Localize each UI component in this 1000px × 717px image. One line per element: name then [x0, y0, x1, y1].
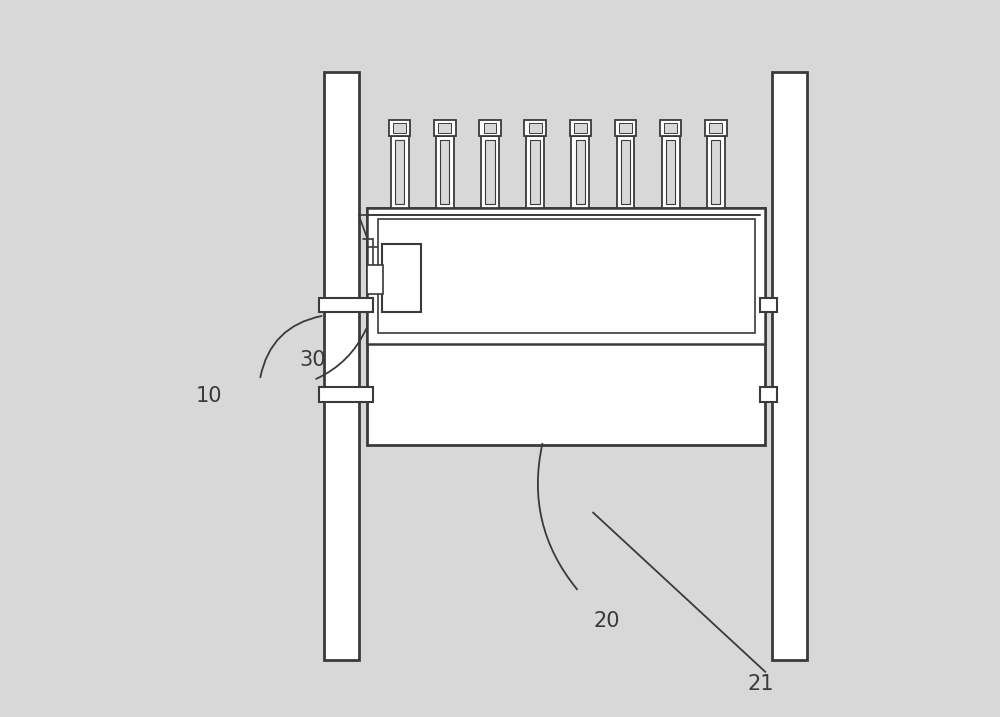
- Bar: [617, 136, 634, 208]
- Bar: [440, 140, 449, 204]
- Bar: [662, 136, 680, 208]
- Bar: [707, 136, 725, 208]
- Text: 10: 10: [195, 386, 222, 406]
- Bar: [660, 120, 681, 136]
- Bar: [705, 120, 727, 136]
- Bar: [367, 208, 765, 445]
- Bar: [319, 387, 373, 402]
- Bar: [664, 123, 677, 133]
- Bar: [481, 136, 499, 208]
- Bar: [709, 123, 722, 133]
- Bar: [324, 72, 359, 660]
- Bar: [378, 219, 755, 333]
- Bar: [576, 140, 585, 204]
- Bar: [524, 120, 546, 136]
- Bar: [367, 208, 765, 344]
- Bar: [434, 120, 456, 136]
- Bar: [772, 72, 807, 660]
- Bar: [438, 123, 451, 133]
- Bar: [570, 120, 591, 136]
- Bar: [393, 123, 406, 133]
- Bar: [526, 136, 544, 208]
- Bar: [485, 140, 495, 204]
- Bar: [615, 120, 636, 136]
- Text: 20: 20: [593, 612, 620, 632]
- Bar: [529, 123, 542, 133]
- Bar: [484, 123, 496, 133]
- Bar: [666, 140, 675, 204]
- Bar: [760, 298, 777, 312]
- Bar: [479, 120, 501, 136]
- Bar: [571, 136, 589, 208]
- Bar: [530, 140, 540, 204]
- Text: 21: 21: [747, 674, 774, 694]
- Bar: [436, 136, 454, 208]
- Bar: [319, 298, 373, 312]
- Text: 30: 30: [299, 350, 326, 370]
- Bar: [367, 265, 383, 294]
- Bar: [621, 140, 630, 204]
- Bar: [389, 120, 410, 136]
- Bar: [395, 140, 404, 204]
- Bar: [382, 244, 421, 312]
- Bar: [391, 136, 409, 208]
- Bar: [574, 123, 587, 133]
- Bar: [711, 140, 720, 204]
- Bar: [619, 123, 632, 133]
- Bar: [760, 387, 777, 402]
